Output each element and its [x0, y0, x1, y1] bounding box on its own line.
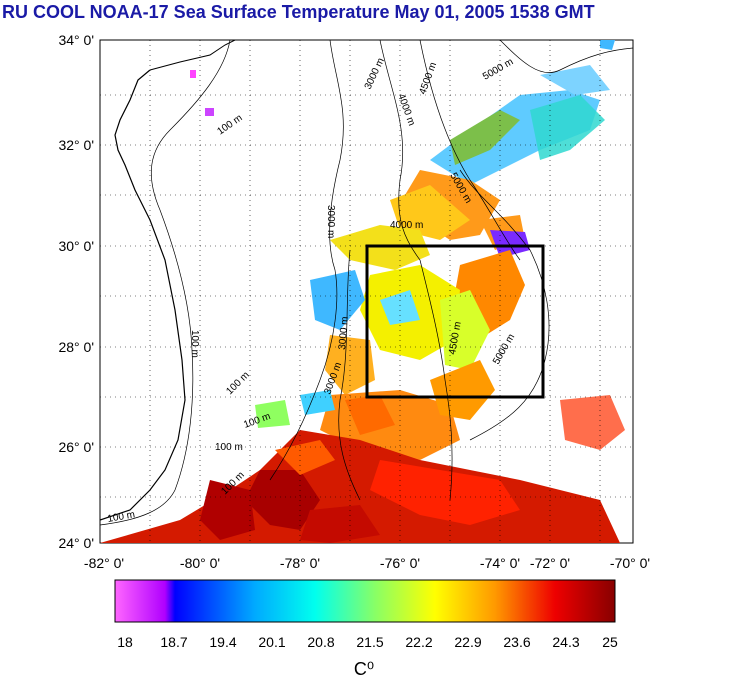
lat-label: 32° 0' — [58, 137, 94, 153]
map-title: RU COOL NOAA-17 Sea Surface Temperature … — [2, 2, 595, 22]
contour-label: 100 m — [215, 442, 243, 453]
colorbar-tick: 19.4 — [209, 634, 236, 650]
lat-label: 30° 0' — [58, 238, 94, 254]
lon-label: -80° 0' — [180, 555, 220, 571]
contour-label: 4000 m — [390, 220, 423, 231]
colorbar-tick: 25 — [602, 634, 618, 650]
lat-label: 28° 0' — [58, 339, 94, 355]
contour-label: 100 m — [107, 509, 136, 525]
bathymetry-contours — [100, 40, 633, 526]
colorbar-tick: 18 — [117, 634, 133, 650]
colorbar-tick: 20.8 — [307, 634, 334, 650]
colorbar-tick: 21.5 — [356, 634, 383, 650]
lon-label: -74° 0' — [480, 555, 520, 571]
colorbar-ticks: 18 18.7 19.4 20.1 20.8 21.5 22.2 22.9 23… — [117, 634, 618, 650]
lat-label: 34° 0' — [58, 32, 94, 48]
lat-label: 24° 0' — [58, 535, 94, 551]
colorbar-tick: 22.2 — [405, 634, 432, 650]
colorbar-tick: 23.6 — [503, 634, 530, 650]
colorbar-tick: 18.7 — [160, 634, 187, 650]
lat-label: 26° 0' — [58, 439, 94, 455]
study-area-box — [365, 244, 545, 399]
lon-label: -78° 0' — [280, 555, 320, 571]
atlantic-coastline — [149, 40, 236, 71]
lon-label: -72° 0' — [530, 555, 570, 571]
contour-label: 3000 m — [337, 316, 351, 350]
contour-label: 3000 m — [325, 205, 336, 238]
contour-label: 100 m — [189, 330, 200, 358]
colorbar-tick: 22.9 — [454, 634, 481, 650]
colorbar-unit: C⁰ — [354, 659, 374, 679]
florida-coastline — [100, 69, 186, 521]
colorbar-tick: 24.3 — [552, 634, 579, 650]
lon-label: -76° 0' — [380, 555, 420, 571]
lon-label: -82° 0' — [84, 555, 124, 571]
colorbar — [114, 579, 616, 623]
lon-label: -70° 0' — [610, 555, 650, 571]
colorbar-tick: 20.1 — [258, 634, 285, 650]
